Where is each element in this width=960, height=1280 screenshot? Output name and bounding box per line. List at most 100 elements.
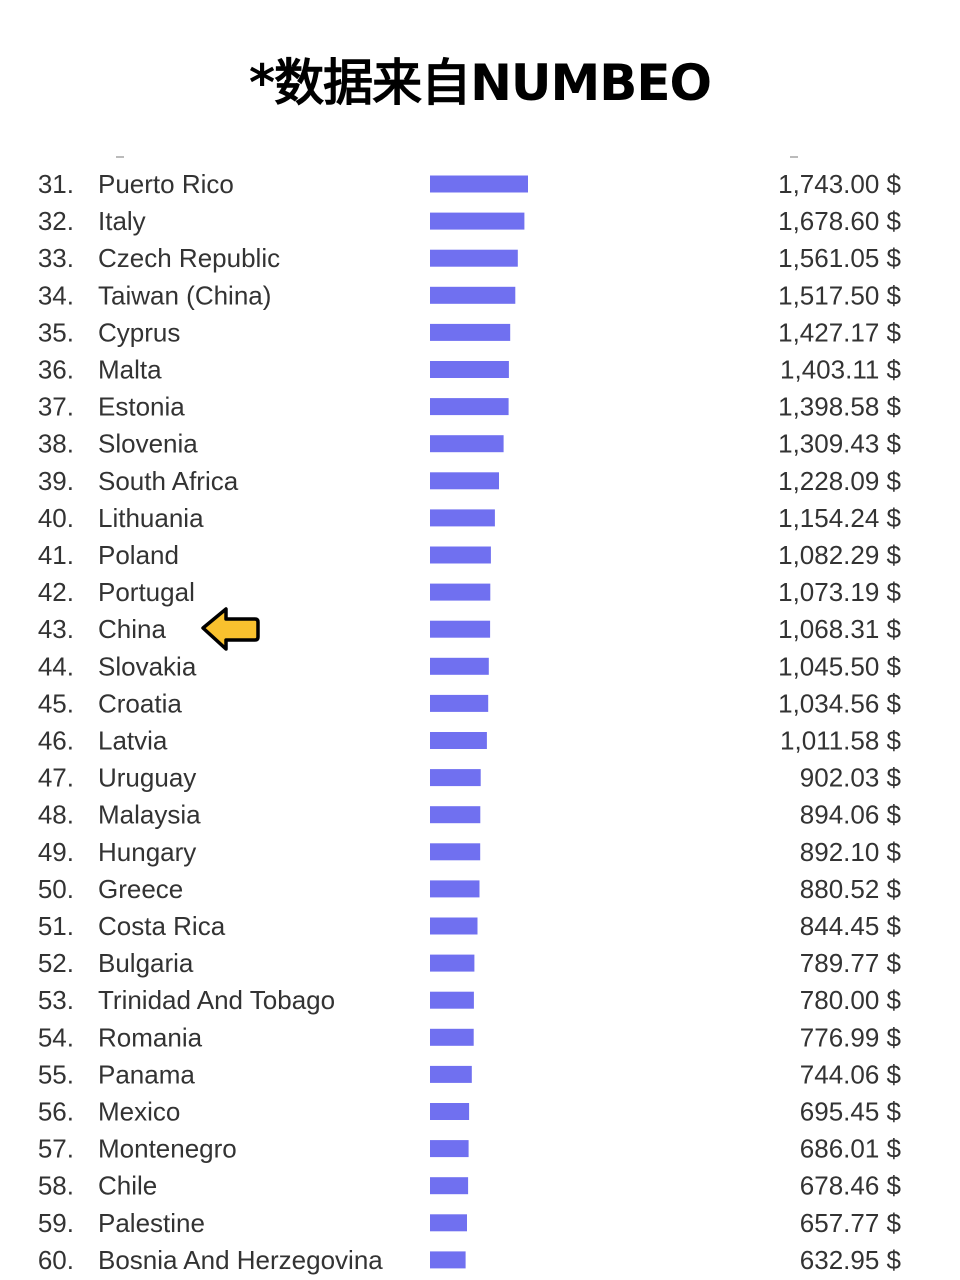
bar (430, 843, 481, 861)
value-label: 678.46 $ (800, 1171, 902, 1201)
rank-label: 40. (38, 503, 74, 533)
rank-label: 48. (38, 800, 74, 830)
rank-label: 49. (38, 837, 74, 867)
rank-label: 35. (38, 317, 74, 347)
bar (430, 991, 474, 1009)
rank-label: 46. (38, 726, 74, 756)
bar (430, 323, 511, 341)
value-label: 880.52 $ (800, 874, 902, 904)
country-label: Uruguay (98, 763, 196, 793)
value-label: 894.06 $ (800, 800, 902, 830)
value-label: 1,154.24 $ (778, 503, 901, 533)
rank-label: 43. (38, 614, 74, 644)
value-label: 657.77 $ (800, 1208, 902, 1238)
rank-label: 58. (38, 1171, 74, 1201)
rank-label: 60. (38, 1245, 74, 1275)
rank-label: 50. (38, 874, 74, 904)
bar (430, 880, 480, 898)
value-label: 1,068.31 $ (778, 614, 901, 644)
bar (430, 1214, 467, 1232)
country-label: Slovakia (98, 651, 197, 681)
clipped-row-mark (116, 156, 124, 158)
rank-label: 51. (38, 911, 74, 941)
rank-label: 54. (38, 1022, 74, 1052)
bar (430, 212, 525, 230)
rank-label: 33. (38, 243, 74, 273)
country-label: China (98, 614, 166, 644)
bar (430, 1177, 469, 1195)
value-label: 744.06 $ (800, 1059, 902, 1089)
bar (430, 917, 478, 935)
value-label: 695.45 $ (800, 1097, 902, 1127)
value-label: 1,228.09 $ (778, 466, 901, 496)
rank-label: 34. (38, 280, 74, 310)
bar (430, 1140, 469, 1158)
bar (430, 694, 489, 712)
country-label: Mexico (98, 1097, 180, 1127)
bar (430, 249, 518, 267)
rank-label: 39. (38, 466, 74, 496)
rank-label: 37. (38, 392, 74, 422)
country-label: Puerto Rico (98, 169, 234, 199)
bar (430, 472, 499, 490)
country-label: Czech Republic (98, 243, 280, 273)
country-label: Palestine (98, 1208, 205, 1238)
rank-label: 57. (38, 1134, 74, 1164)
country-label: Latvia (98, 726, 168, 756)
country-label: Slovenia (98, 429, 198, 459)
bar (430, 398, 509, 416)
country-label: South Africa (98, 466, 239, 496)
rank-label: 59. (38, 1208, 74, 1238)
value-label: 1,082.29 $ (778, 540, 901, 570)
rank-label: 56. (38, 1097, 74, 1127)
country-label: Montenegro (98, 1134, 237, 1164)
country-label: Italy (98, 206, 146, 236)
bar (430, 1065, 472, 1083)
rank-label: 45. (38, 688, 74, 718)
country-label: Malta (98, 355, 162, 385)
rank-label: 31. (38, 169, 74, 199)
rank-label: 44. (38, 651, 74, 681)
value-label: 1,403.11 $ (780, 355, 902, 385)
country-label: Cyprus (98, 317, 180, 347)
country-label: Estonia (98, 392, 185, 422)
value-label: 789.77 $ (800, 948, 902, 978)
value-label: 780.00 $ (800, 985, 902, 1015)
value-label: 632.95 $ (800, 1245, 902, 1275)
value-label: 1,034.56 $ (778, 688, 901, 718)
country-label: Chile (98, 1171, 157, 1201)
country-label: Croatia (98, 688, 182, 718)
bar (430, 1028, 474, 1046)
rank-label: 53. (38, 985, 74, 1015)
country-label: Costa Rica (98, 911, 226, 941)
bar (430, 286, 516, 304)
rank-label: 41. (38, 540, 74, 570)
country-label: Romania (98, 1022, 203, 1052)
rank-label: 52. (38, 948, 74, 978)
country-label: Greece (98, 874, 183, 904)
country-label: Taiwan (China) (98, 280, 271, 310)
value-label: 686.01 $ (800, 1134, 902, 1164)
value-label: 892.10 $ (800, 837, 902, 867)
value-label: 1,309.43 $ (778, 429, 901, 459)
value-label: 844.45 $ (800, 911, 902, 941)
value-label: 1,561.05 $ (778, 243, 901, 273)
bar (430, 1251, 466, 1269)
value-label: 1,427.17 $ (778, 317, 901, 347)
country-label: Hungary (98, 837, 196, 867)
bar (430, 509, 495, 527)
bar (430, 769, 481, 787)
clipped-row-mark (790, 156, 798, 158)
country-label: Lithuania (98, 503, 204, 533)
value-label: 1,011.58 $ (780, 726, 902, 756)
value-label: 1,678.60 $ (778, 206, 901, 236)
value-label: 1,517.50 $ (778, 280, 901, 310)
rank-label: 42. (38, 577, 74, 607)
bar (430, 620, 491, 638)
rank-label: 32. (38, 206, 74, 236)
bar (430, 806, 481, 824)
country-label: Poland (98, 540, 179, 570)
country-label: Malaysia (98, 800, 201, 830)
bar (430, 435, 504, 453)
